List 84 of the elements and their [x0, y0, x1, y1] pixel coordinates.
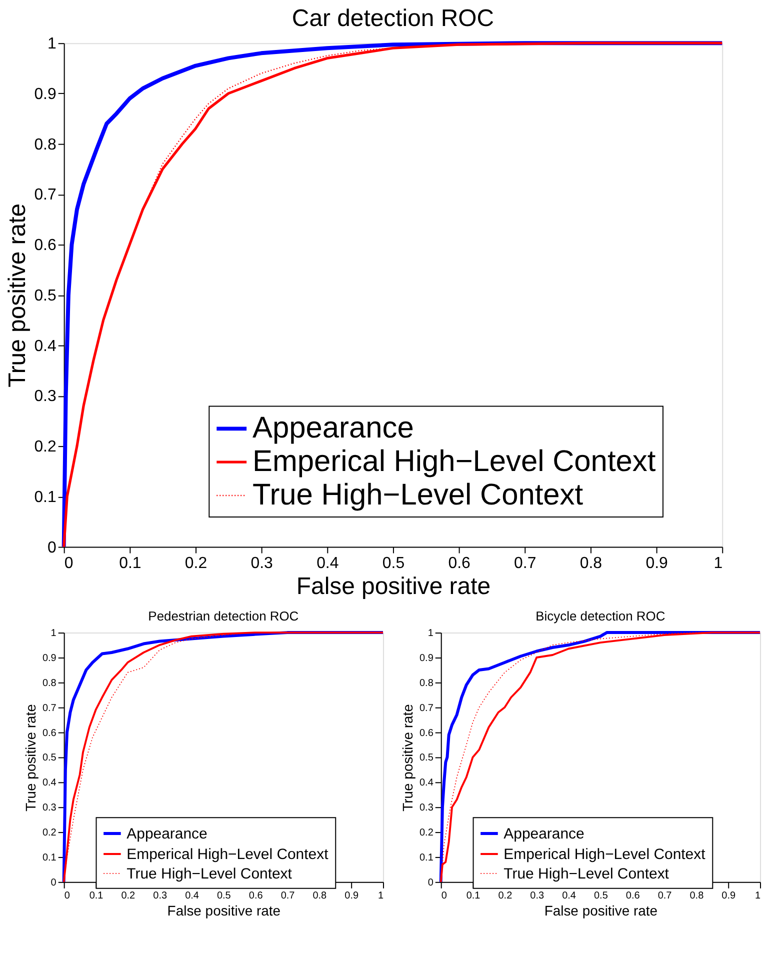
- x-tick-label: 0: [441, 890, 448, 902]
- y-axis-title: True positive rate: [22, 704, 39, 812]
- y-tick-label: 0.9: [34, 86, 56, 103]
- y-tick-label: 0.2: [420, 828, 434, 839]
- y-tick-label: 0.1: [420, 852, 434, 864]
- x-axis-title: False positive rate: [544, 902, 658, 918]
- legend-label: Appearance: [252, 412, 414, 445]
- y-tick-label: 0.4: [420, 778, 434, 789]
- x-tick-label: 1: [754, 890, 761, 902]
- legend-label: Emperical High−Level Context: [126, 846, 330, 863]
- legend-label: True High−Level Context: [252, 478, 584, 512]
- y-tick-label: 0: [428, 877, 434, 888]
- x-tick-label: 1: [714, 555, 723, 572]
- x-tick-label: 0.2: [121, 890, 136, 902]
- x-tick-label: 0.8: [690, 890, 704, 902]
- y-tick-label: 0.8: [420, 678, 434, 689]
- x-axis-title: False positive rate: [167, 902, 281, 918]
- y-axis-title: True positive rate: [4, 203, 32, 388]
- chart-title: Bicycle detection ROC: [536, 608, 666, 624]
- x-tick-label: 0.3: [250, 555, 274, 572]
- x-tick-label: 0.6: [448, 555, 471, 572]
- x-tick-label: 0.4: [185, 890, 200, 902]
- y-tick-label: 0.5: [34, 287, 56, 304]
- y-tick-label: 0.3: [42, 802, 57, 814]
- y-tick-label: 0.3: [34, 388, 56, 406]
- x-tick-label: 0.5: [216, 890, 232, 902]
- x-tick-label: 0.2: [184, 555, 208, 572]
- x-tick-label: 0.2: [498, 890, 513, 902]
- chart-title: Car detection ROC: [292, 5, 494, 32]
- y-tick-label: 1: [47, 36, 56, 53]
- legend-label: Appearance: [126, 826, 208, 843]
- y-tick-label: 0.1: [42, 852, 57, 864]
- y-tick-label: 0.7: [420, 702, 434, 714]
- y-tick-label: 0.2: [34, 438, 56, 456]
- legend-label: Appearance: [504, 826, 584, 843]
- x-tick-label: 0.1: [466, 890, 481, 902]
- y-tick-label: 1: [428, 628, 434, 640]
- y-tick-label: 0.3: [420, 802, 434, 814]
- y-tick-label: 0.5: [42, 752, 57, 764]
- y-tick-label: 0.2: [42, 828, 57, 839]
- y-tick-label: 0.6: [34, 237, 56, 254]
- x-tick-label: 0: [64, 555, 74, 572]
- x-tick-label: 0.1: [89, 890, 104, 902]
- y-tick-label: 0.1: [34, 488, 56, 506]
- y-tick-label: 0.7: [42, 702, 57, 714]
- x-tick-label: 0.1: [119, 555, 142, 572]
- chart-title: Pedestrian detection ROC: [148, 608, 299, 624]
- y-tick-label: 0: [47, 539, 56, 556]
- x-tick-label: 0.9: [344, 890, 359, 902]
- y-tick-label: 0.6: [42, 728, 57, 739]
- y-tick-label: 0.4: [34, 338, 56, 355]
- x-tick-label: 0.5: [382, 555, 405, 572]
- x-axis-title: False positive rate: [296, 573, 491, 600]
- x-tick-label: 0.5: [594, 890, 608, 902]
- y-tick-label: 1: [50, 628, 57, 640]
- x-tick-label: 0.6: [248, 890, 264, 902]
- y-tick-label: 0.9: [42, 652, 57, 664]
- y-tick-label: 0.5: [420, 752, 434, 764]
- x-tick-label: 0.4: [316, 555, 339, 572]
- x-tick-label: 0.3: [530, 890, 544, 902]
- x-tick-label: 0: [64, 890, 70, 902]
- x-tick-label: 0.9: [722, 890, 736, 902]
- y-tick-label: 0.9: [420, 652, 434, 664]
- x-tick-label: 0.7: [280, 890, 296, 902]
- y-tick-label: 0.7: [34, 186, 56, 204]
- y-tick-label: 0: [50, 877, 57, 888]
- x-tick-label: 0.8: [312, 890, 328, 902]
- y-tick-label: 0.4: [42, 778, 57, 789]
- x-tick-label: 0.8: [580, 555, 602, 572]
- legend-label: Emperical High−Level Context: [504, 846, 706, 863]
- x-tick-label: 0.4: [562, 890, 576, 902]
- x-tick-label: 0.3: [153, 890, 168, 902]
- legend-label: Emperical High−Level Context: [252, 445, 656, 478]
- y-tick-label: 0.8: [34, 136, 56, 154]
- x-tick-label: 0.7: [514, 555, 536, 572]
- y-tick-label: 0.6: [420, 728, 434, 739]
- x-tick-label: 0.9: [646, 555, 668, 572]
- x-tick-label: 0.6: [626, 890, 640, 902]
- x-tick-label: 0.7: [658, 890, 672, 902]
- x-tick-label: 1: [378, 890, 384, 902]
- y-tick-label: 0.8: [42, 678, 57, 689]
- legend-label: True High−Level Context: [504, 865, 670, 882]
- y-axis-title: True positive rate: [400, 704, 416, 812]
- legend-label: True High−Level Context: [126, 865, 293, 882]
